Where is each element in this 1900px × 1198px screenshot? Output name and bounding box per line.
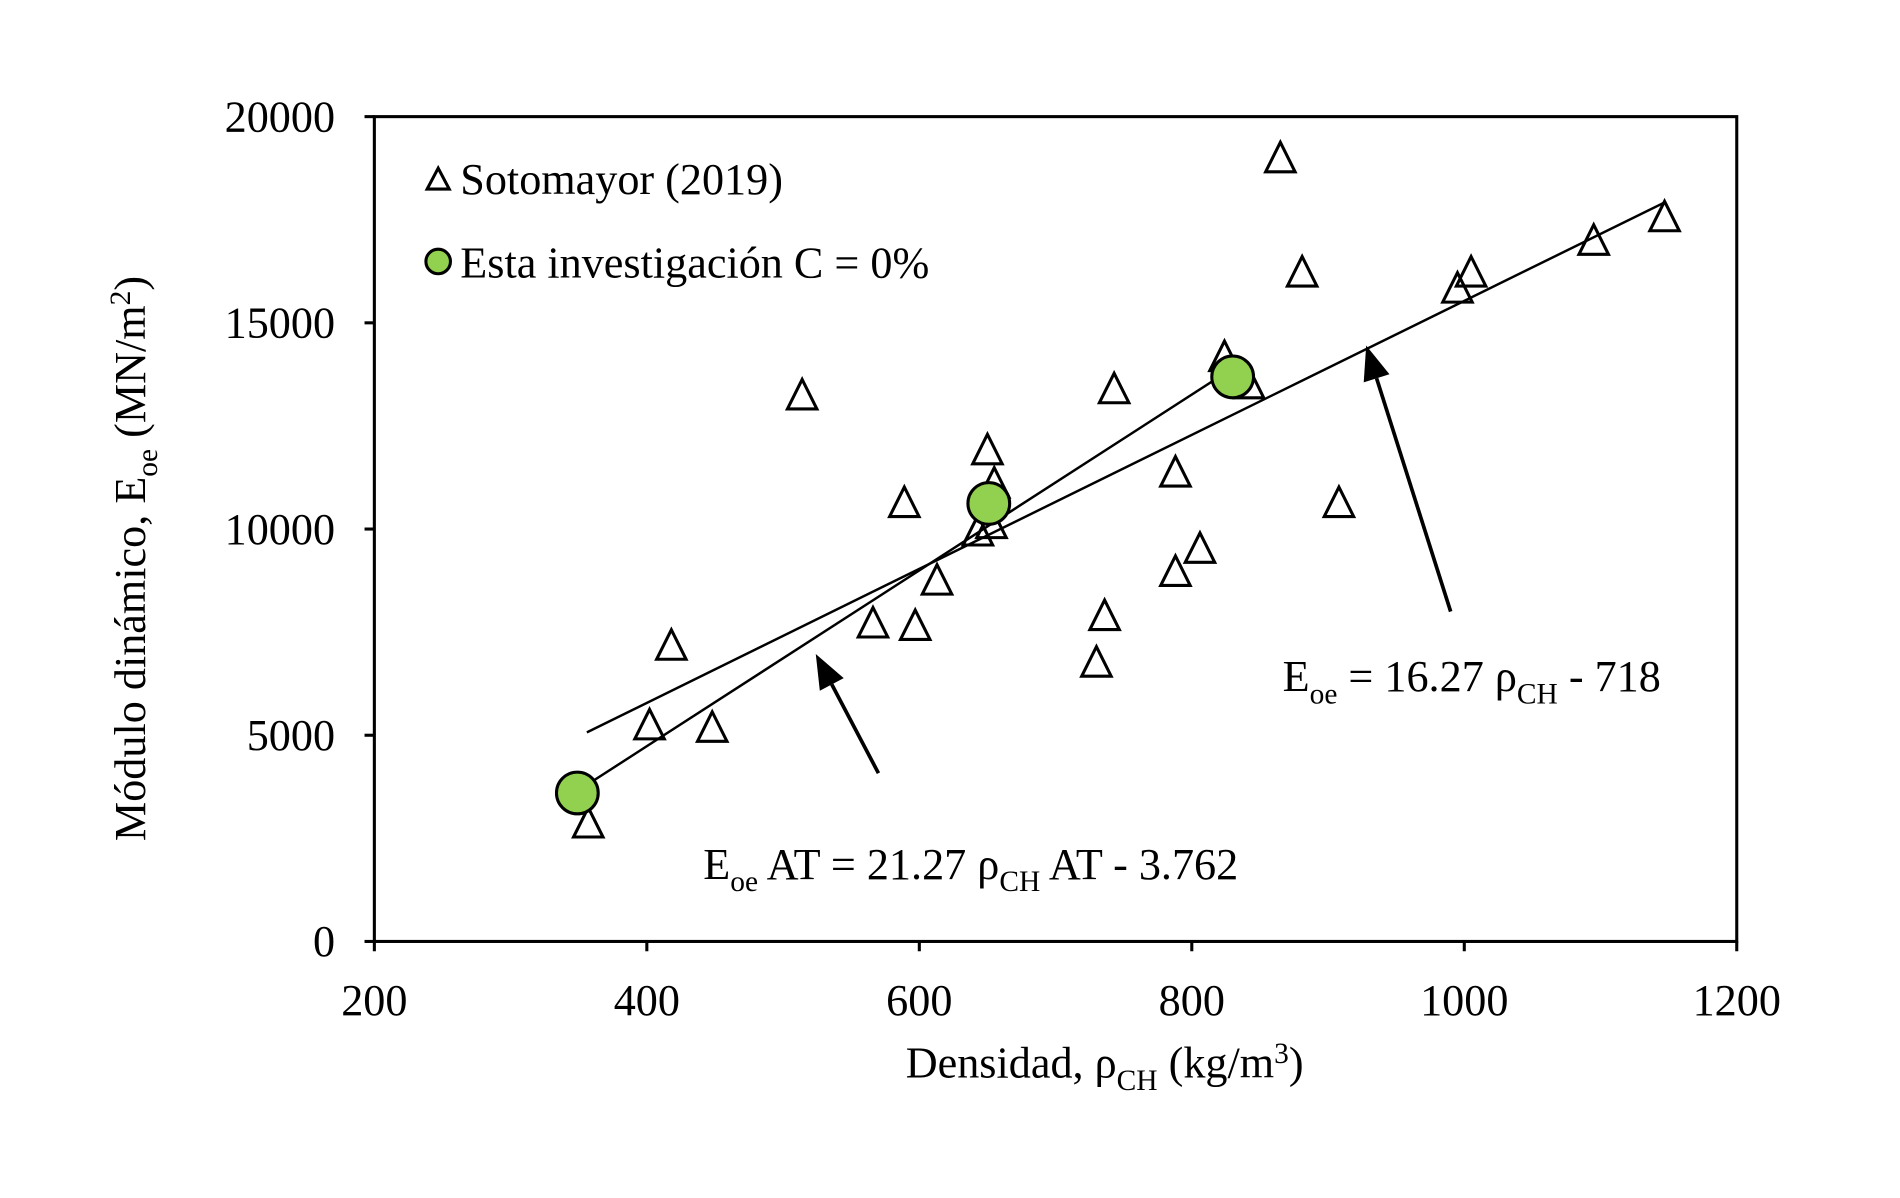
y-tick-label: 20000: [225, 92, 335, 141]
sotomayor-point: [919, 561, 955, 596]
sotomayor-point: [1576, 221, 1611, 256]
fit-line: [579, 367, 1234, 791]
legend: Sotomayor (2019) Esta investigación C = …: [424, 155, 929, 287]
annotation-arrow: [1374, 377, 1453, 613]
sotomayor-point: [887, 483, 922, 519]
legend-circle-icon: [424, 247, 452, 276]
arrowhead-icon: [815, 653, 844, 691]
arrowhead-icon: [1363, 345, 1390, 383]
sotomayor-point: [1158, 453, 1193, 488]
sotomayor-point: [1321, 483, 1357, 519]
sotomayor-point: [1079, 643, 1114, 678]
sotomayor-point: [784, 376, 820, 411]
x-tick-label: 800: [1159, 976, 1225, 1025]
y-axis-label: Módulo dinámico, Eoe (MN/m2): [105, 276, 164, 841]
sotomayor-point: [632, 705, 667, 741]
x-axis-label: Densidad, ρCH (kg/m3): [906, 1038, 1304, 1097]
sotomayor-point: [571, 804, 606, 839]
x-tick-label: 400: [614, 976, 680, 1025]
y-tick-label: 15000: [225, 299, 335, 348]
sotomayor-point: [1263, 138, 1298, 174]
sotomayor-point: [1182, 529, 1218, 564]
x-tick-label: 1200: [1693, 976, 1781, 1025]
esta-investigacion-point: [1210, 354, 1256, 400]
x-tick-label: 600: [886, 976, 952, 1025]
sotomayor-point: [654, 626, 689, 661]
y-tick-label: 0: [313, 917, 335, 966]
sotomayor-point: [898, 606, 933, 641]
sotomayor-point: [1158, 552, 1193, 587]
plot-frame: [372, 115, 1739, 943]
esta-investigacion-point: [554, 770, 600, 816]
legend-triangle-icon: [424, 164, 452, 191]
y-tick-label: 10000: [225, 505, 335, 554]
sotomayor-point: [1096, 369, 1132, 405]
sotomayor-point: [1284, 253, 1320, 288]
equation-sotomayor: Eoe = 16.27 ρCH - 718: [1283, 652, 1661, 710]
sotomayor-point: [1087, 596, 1122, 632]
sotomayor-point: [970, 430, 1005, 466]
x-tick-label: 200: [341, 976, 407, 1025]
sotomayor-point: [960, 512, 996, 547]
equation-at: Eoe AT = 21.27 ρCH AT - 3.762: [703, 840, 1238, 898]
legend-label-esta: Esta investigación C = 0%: [460, 238, 929, 287]
legend-label-sotomayor: Sotomayor (2019): [460, 155, 783, 204]
esta-investigacion-point: [966, 481, 1012, 526]
sotomayor-point: [695, 708, 730, 743]
sotomayor-point: [855, 604, 891, 639]
fit-line: [586, 201, 1666, 734]
x-tick-label: 1000: [1420, 976, 1508, 1025]
sotomayor-point: [1453, 253, 1489, 288]
annotation-arrow: [830, 683, 881, 775]
sotomayor-point: [1647, 197, 1682, 233]
y-tick-label: 5000: [247, 711, 335, 760]
